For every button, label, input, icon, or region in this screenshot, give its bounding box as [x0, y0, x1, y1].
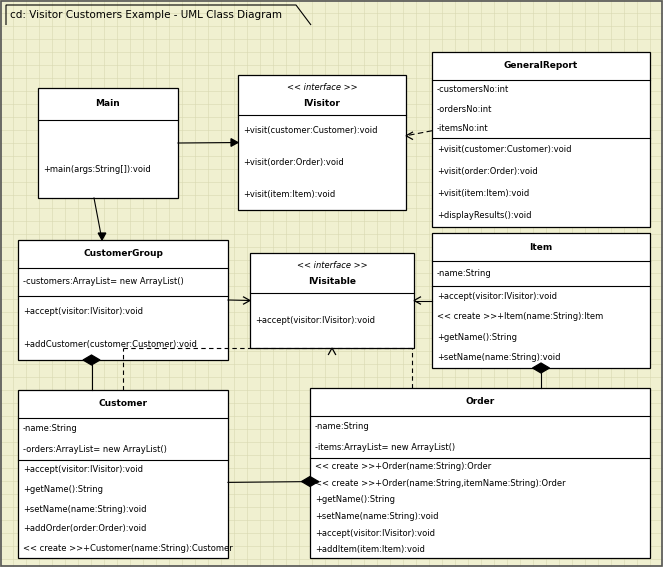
Text: << create >>+Item(name:String):Item: << create >>+Item(name:String):Item — [437, 312, 603, 321]
Text: Main: Main — [95, 99, 121, 108]
Text: IVisitable: IVisitable — [308, 277, 356, 286]
Text: -customers:ArrayList= new ArrayList(): -customers:ArrayList= new ArrayList() — [23, 277, 184, 286]
Text: -items:ArrayList= new ArrayList(): -items:ArrayList= new ArrayList() — [315, 443, 455, 452]
Text: -name:String: -name:String — [23, 424, 78, 433]
Text: +setName(name:String):void: +setName(name:String):void — [315, 512, 438, 521]
Text: -name:String: -name:String — [437, 269, 492, 278]
Bar — [432, 233, 650, 368]
Text: +addCustomer(customer:Customer):void: +addCustomer(customer:Customer):void — [23, 340, 197, 349]
Polygon shape — [302, 476, 318, 486]
Text: +visit(item:Item):void: +visit(item:Item):void — [437, 189, 529, 198]
Text: CustomerGroup: CustomerGroup — [83, 249, 163, 259]
Text: +accept(visitor:IVisitor):void: +accept(visitor:IVisitor):void — [23, 466, 143, 475]
Text: +visit(customer:Customer):void: +visit(customer:Customer):void — [437, 145, 572, 154]
Text: +getName():String: +getName():String — [315, 495, 395, 504]
Text: Order: Order — [465, 397, 495, 407]
Text: Item: Item — [529, 243, 553, 252]
Text: +getName():String: +getName():String — [23, 485, 103, 494]
Text: << interface >>: << interface >> — [286, 83, 357, 92]
Text: -customersNo:int: -customersNo:int — [437, 85, 509, 94]
Text: +displayResults():void: +displayResults():void — [437, 211, 532, 221]
Polygon shape — [532, 363, 550, 373]
Text: +setName(name:String):void: +setName(name:String):void — [23, 505, 147, 514]
Bar — [38, 88, 178, 198]
Text: +accept(visitor:IVisitor):void: +accept(visitor:IVisitor):void — [437, 292, 557, 301]
Text: +accept(visitor:IVisitor):void: +accept(visitor:IVisitor):void — [255, 316, 375, 325]
Text: +addItem(item:Item):void: +addItem(item:Item):void — [315, 545, 425, 554]
Bar — [18, 390, 228, 558]
Bar — [432, 52, 650, 227]
Text: +main(args:String[]):void: +main(args:String[]):void — [43, 164, 151, 174]
Text: << create >>+Order(name:String,itemName:String):Order: << create >>+Order(name:String,itemName:… — [315, 479, 566, 488]
Bar — [18, 240, 228, 360]
Text: Customer: Customer — [99, 400, 147, 408]
Text: << interface >>: << interface >> — [296, 261, 367, 270]
Text: IVisitor: IVisitor — [304, 99, 340, 108]
Text: -itemsNo:int: -itemsNo:int — [437, 124, 489, 133]
Text: cd: Visitor Customers Example - UML Class Diagram: cd: Visitor Customers Example - UML Clas… — [10, 10, 282, 20]
Text: +visit(order:Order):void: +visit(order:Order):void — [243, 158, 343, 167]
Text: +visit(order:Order):void: +visit(order:Order):void — [437, 167, 538, 176]
Text: -name:String: -name:String — [315, 422, 370, 431]
Text: +accept(visitor:IVisitor):void: +accept(visitor:IVisitor):void — [315, 528, 435, 538]
Bar — [250, 253, 414, 348]
Text: << create >>+Customer(name:String):Customer: << create >>+Customer(name:String):Custo… — [23, 544, 233, 553]
Bar — [238, 75, 406, 210]
Polygon shape — [98, 233, 106, 240]
Text: +addOrder(order:Order):void: +addOrder(order:Order):void — [23, 524, 147, 533]
Polygon shape — [83, 355, 100, 365]
Text: +setName(name:String):void: +setName(name:String):void — [437, 353, 560, 362]
Text: +accept(visitor:IVisitor):void: +accept(visitor:IVisitor):void — [23, 307, 143, 316]
Bar — [310, 388, 650, 558]
Text: -orders:ArrayList= new ArrayList(): -orders:ArrayList= new ArrayList() — [23, 445, 167, 454]
Text: +visit(customer:Customer):void: +visit(customer:Customer):void — [243, 126, 377, 136]
Text: -ordersNo:int: -ordersNo:int — [437, 104, 493, 113]
Polygon shape — [231, 139, 238, 146]
Text: +getName():String: +getName():String — [437, 333, 517, 342]
Text: GeneralReport: GeneralReport — [504, 61, 578, 70]
Text: << create >>+Order(name:String):Order: << create >>+Order(name:String):Order — [315, 462, 491, 471]
Text: +visit(item:Item):void: +visit(item:Item):void — [243, 190, 335, 198]
